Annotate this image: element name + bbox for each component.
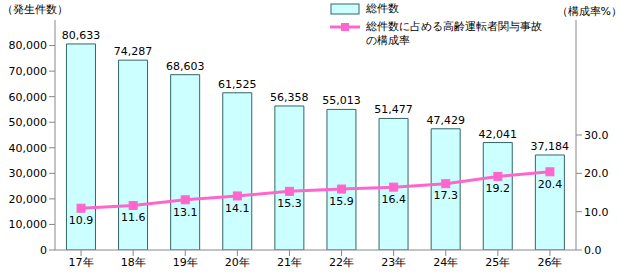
svg-text:20.0: 20.0 xyxy=(584,167,609,180)
svg-text:14.1: 14.1 xyxy=(225,202,250,215)
html-text:総件数: 総件数 xyxy=(366,2,399,15)
svg-text:23年: 23年 xyxy=(381,256,406,269)
svg-text:10.0: 10.0 xyxy=(584,206,609,219)
svg-text:70,000: 70,000 xyxy=(9,65,48,78)
svg-text:56,358: 56,358 xyxy=(270,91,309,104)
svg-text:24年: 24年 xyxy=(433,256,458,269)
svg-text:11.6: 11.6 xyxy=(121,211,146,224)
svg-text:20,000: 20,000 xyxy=(9,193,48,206)
svg-text:16.4: 16.4 xyxy=(381,193,406,206)
svg-text:60,000: 60,000 xyxy=(9,91,48,104)
html-text:総件数に占める高齢運転者関与事故の構成率: 総件数に占める高齢運転者関与事故の構成率 xyxy=(366,20,542,47)
svg-text:25年: 25年 xyxy=(485,256,510,269)
svg-text:47,429: 47,429 xyxy=(426,114,465,127)
svg-text:51,477: 51,477 xyxy=(374,103,413,116)
svg-text:17年: 17年 xyxy=(69,256,94,269)
html-text:（構成率%）: （構成率%） xyxy=(556,5,622,18)
svg-text:26年: 26年 xyxy=(537,256,562,269)
svg-text:68,603: 68,603 xyxy=(166,60,205,73)
svg-text:61,525: 61,525 xyxy=(218,78,257,91)
svg-text:80,000: 80,000 xyxy=(9,39,48,52)
svg-text:42,041: 42,041 xyxy=(479,128,518,141)
svg-text:17.3: 17.3 xyxy=(434,189,459,202)
svg-text:80,633: 80,633 xyxy=(62,29,101,42)
svg-text:15.9: 15.9 xyxy=(329,195,354,208)
svg-text:37,184: 37,184 xyxy=(531,140,570,153)
svg-text:13.1: 13.1 xyxy=(173,206,198,219)
svg-text:20.4: 20.4 xyxy=(538,178,563,191)
svg-text:55,013: 55,013 xyxy=(322,94,361,107)
svg-text:30.0: 30.0 xyxy=(584,129,609,142)
svg-text:74,287: 74,287 xyxy=(114,45,153,58)
svg-text:20年: 20年 xyxy=(225,256,250,269)
svg-text:18年: 18年 xyxy=(121,256,146,269)
svg-text:15.3: 15.3 xyxy=(277,197,302,210)
svg-text:0: 0 xyxy=(40,244,47,257)
svg-text:19.2: 19.2 xyxy=(486,182,511,195)
svg-text:40,000: 40,000 xyxy=(9,142,48,155)
svg-text:19年: 19年 xyxy=(173,256,198,269)
svg-text:30,000: 30,000 xyxy=(9,167,48,180)
svg-text:10.9: 10.9 xyxy=(69,214,94,227)
svg-text:22年: 22年 xyxy=(329,256,354,269)
html-text:（発生件数）: （発生件数） xyxy=(2,3,68,16)
svg-text:0.0: 0.0 xyxy=(584,244,602,257)
svg-text:10,000: 10,000 xyxy=(9,218,48,231)
svg-text:21年: 21年 xyxy=(277,256,302,269)
svg-text:50,000: 50,000 xyxy=(9,116,48,129)
